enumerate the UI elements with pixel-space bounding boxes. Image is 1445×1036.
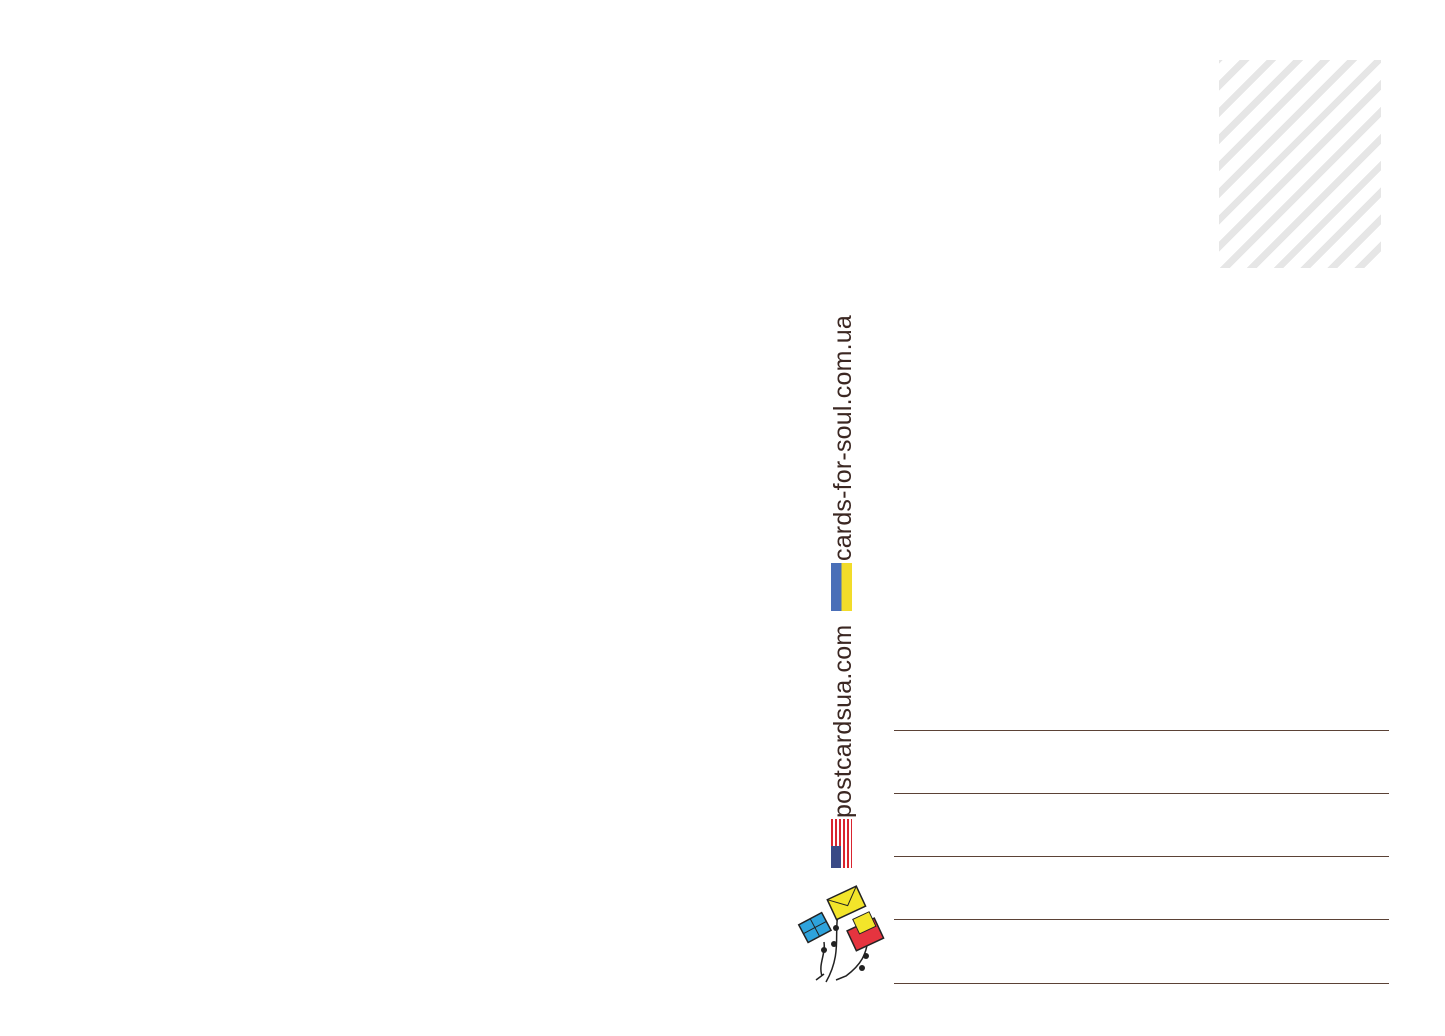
address-line <box>894 983 1389 984</box>
stamp-placeholder <box>1219 60 1381 268</box>
site-ua-text: cards-for-soul.com.ua <box>829 315 857 561</box>
usa-flag-icon <box>831 819 852 868</box>
address-line <box>894 919 1389 920</box>
address-line <box>894 793 1389 794</box>
kites-logo-icon <box>797 885 885 983</box>
address-line <box>894 730 1389 731</box>
address-line <box>894 856 1389 857</box>
ukraine-flag-icon <box>831 563 852 611</box>
site-us-text: postcardsua.com <box>829 624 857 818</box>
